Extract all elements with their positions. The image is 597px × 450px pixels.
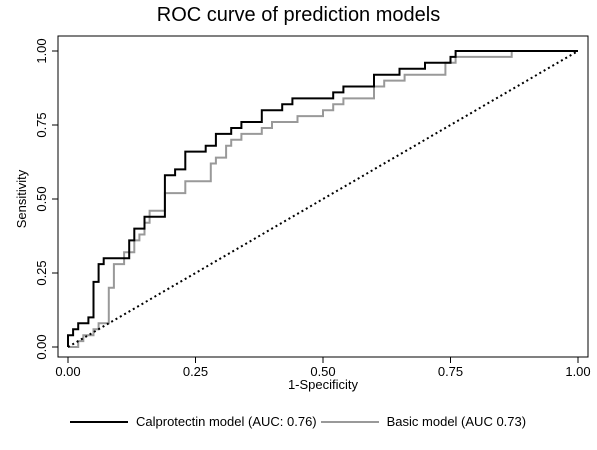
y-tick-label: 1.00 xyxy=(34,38,49,63)
legend-item-calprotectin: Calprotectin model (AUC: 0.76) xyxy=(70,414,317,429)
legend-label-basic: Basic model (AUC 0.73) xyxy=(386,414,527,429)
x-tick-label: 0.00 xyxy=(55,364,80,379)
plot-frame xyxy=(57,35,589,358)
roc-plot: 0.00 0.25 0.50 0.75 1.00 0.00 0.25 0.50 0.75 1.00… xyxy=(14,35,591,392)
y-tick-label: 0.00 xyxy=(34,334,49,359)
legend-item-basic: Basic model (AUC 0.73) xyxy=(317,414,526,429)
y-tick-label: 0.75 xyxy=(34,112,49,137)
series-layer xyxy=(67,50,579,348)
basic-model-roc-line xyxy=(68,50,578,348)
legend-swatch-calprotectin xyxy=(70,420,128,423)
x-axis-label: 1-Specificity xyxy=(288,377,359,392)
legend-label-calprotectin: Calprotectin model (AUC: 0.76) xyxy=(136,414,317,429)
x-tick-label: 0.50 xyxy=(310,364,335,379)
calprotectin-roc-line xyxy=(67,50,578,347)
x-tick-label: 1.00 xyxy=(565,364,590,379)
legend-swatch-basic xyxy=(320,420,379,423)
y-tick-label: 0.25 xyxy=(34,260,49,285)
y-tick-label: 0.50 xyxy=(34,186,49,211)
ticks-layer: 0.00 0.25 0.50 0.75 1.00 0.00 0.25 0.50 0.75 1.00 xyxy=(34,38,591,379)
reference-diagonal-line xyxy=(67,50,579,348)
y-axis-label: Sensitivity xyxy=(14,169,29,228)
legend: Calprotectin model (AUC: 0.76) Basic mod… xyxy=(70,414,526,429)
x-tick-label: 0.25 xyxy=(183,364,208,379)
x-tick-label: 0.75 xyxy=(438,364,463,379)
chart-title: ROC curve of prediction models xyxy=(156,4,441,26)
